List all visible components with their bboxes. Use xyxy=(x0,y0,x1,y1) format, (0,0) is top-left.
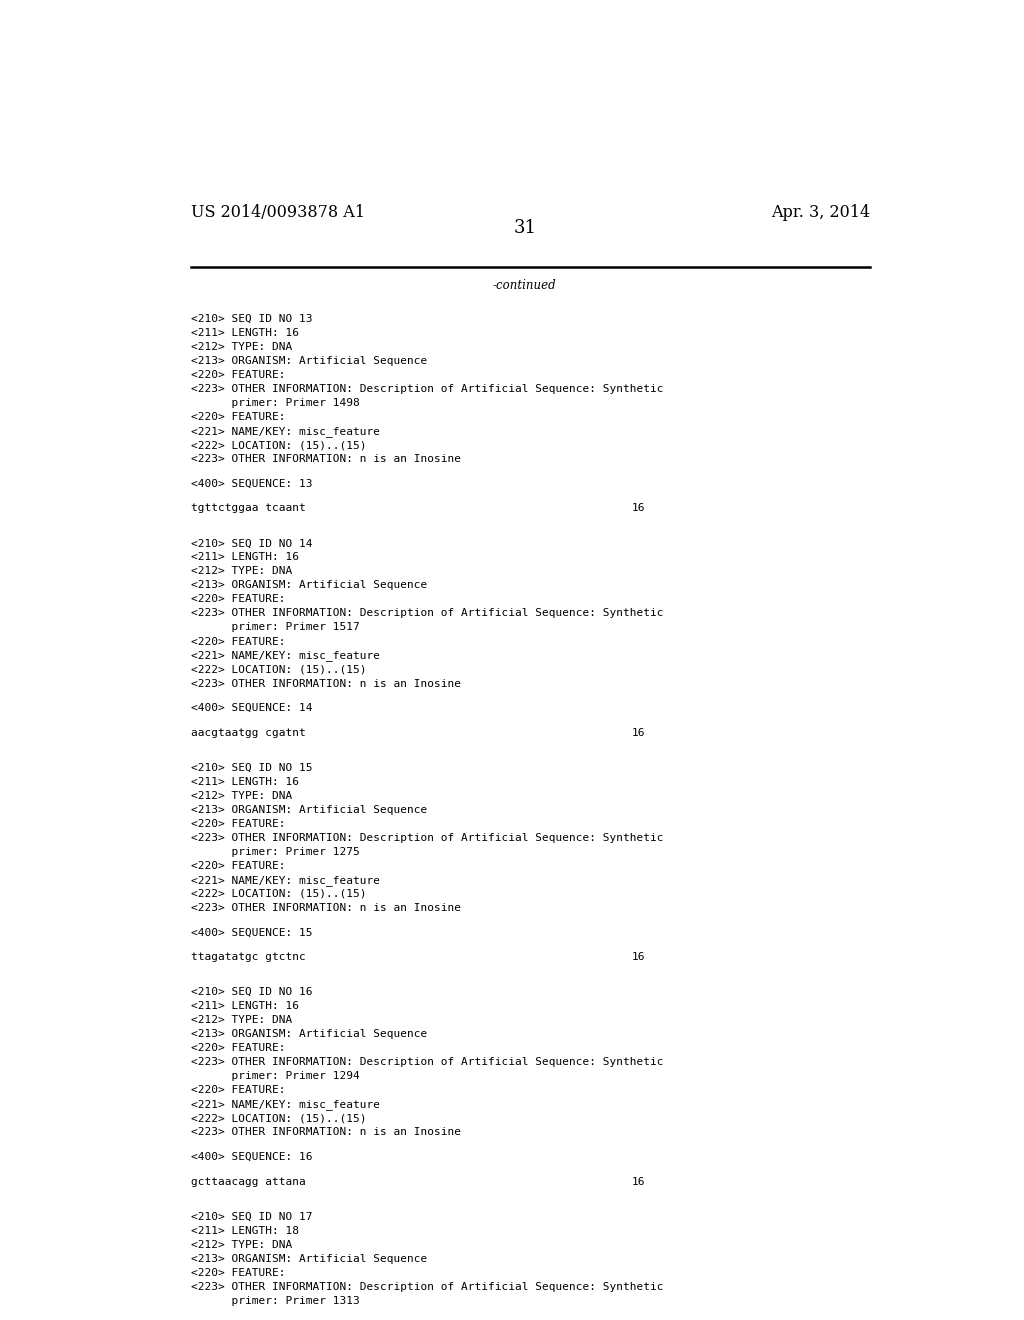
Text: <220> FEATURE:: <220> FEATURE: xyxy=(191,1085,286,1096)
Text: 16: 16 xyxy=(632,727,645,738)
Text: <210> SEQ ID NO 14: <210> SEQ ID NO 14 xyxy=(191,539,313,548)
Text: <223> OTHER INFORMATION: Description of Artificial Sequence: Synthetic: <223> OTHER INFORMATION: Description of … xyxy=(191,1057,664,1068)
Text: <400> SEQUENCE: 15: <400> SEQUENCE: 15 xyxy=(191,928,313,937)
Text: <220> FEATURE:: <220> FEATURE: xyxy=(191,818,286,829)
Text: Apr. 3, 2014: Apr. 3, 2014 xyxy=(771,205,870,222)
Text: <400> SEQUENCE: 14: <400> SEQUENCE: 14 xyxy=(191,704,313,713)
Text: <223> OTHER INFORMATION: Description of Artificial Sequence: Synthetic: <223> OTHER INFORMATION: Description of … xyxy=(191,384,664,395)
Text: <223> OTHER INFORMATION: n is an Inosine: <223> OTHER INFORMATION: n is an Inosine xyxy=(191,678,462,689)
Text: <223> OTHER INFORMATION: Description of Artificial Sequence: Synthetic: <223> OTHER INFORMATION: Description of … xyxy=(191,833,664,843)
Text: primer: Primer 1275: primer: Primer 1275 xyxy=(191,847,360,857)
Text: primer: Primer 1498: primer: Primer 1498 xyxy=(191,399,360,408)
Text: <222> LOCATION: (15)..(15): <222> LOCATION: (15)..(15) xyxy=(191,888,367,899)
Text: <223> OTHER INFORMATION: Description of Artificial Sequence: Synthetic: <223> OTHER INFORMATION: Description of … xyxy=(191,609,664,619)
Text: <220> FEATURE:: <220> FEATURE: xyxy=(191,370,286,380)
Text: <222> LOCATION: (15)..(15): <222> LOCATION: (15)..(15) xyxy=(191,664,367,675)
Text: 16: 16 xyxy=(632,503,645,513)
Text: <220> FEATURE:: <220> FEATURE: xyxy=(191,412,286,422)
Text: <220> FEATURE:: <220> FEATURE: xyxy=(191,594,286,605)
Text: <220> FEATURE:: <220> FEATURE: xyxy=(191,1043,286,1053)
Text: <211> LENGTH: 18: <211> LENGTH: 18 xyxy=(191,1226,299,1236)
Text: <211> LENGTH: 16: <211> LENGTH: 16 xyxy=(191,327,299,338)
Text: 16: 16 xyxy=(632,1176,645,1187)
Text: -continued: -continued xyxy=(493,280,557,292)
Text: <212> TYPE: DNA: <212> TYPE: DNA xyxy=(191,1239,293,1250)
Text: <221> NAME/KEY: misc_feature: <221> NAME/KEY: misc_feature xyxy=(191,426,381,437)
Text: <210> SEQ ID NO 13: <210> SEQ ID NO 13 xyxy=(191,314,313,323)
Text: 16: 16 xyxy=(632,952,645,962)
Text: <212> TYPE: DNA: <212> TYPE: DNA xyxy=(191,566,293,577)
Text: <210> SEQ ID NO 15: <210> SEQ ID NO 15 xyxy=(191,763,313,772)
Text: <222> LOCATION: (15)..(15): <222> LOCATION: (15)..(15) xyxy=(191,1113,367,1123)
Text: <213> ORGANISM: Artificial Sequence: <213> ORGANISM: Artificial Sequence xyxy=(191,1030,428,1039)
Text: <213> ORGANISM: Artificial Sequence: <213> ORGANISM: Artificial Sequence xyxy=(191,805,428,814)
Text: US 2014/0093878 A1: US 2014/0093878 A1 xyxy=(191,205,366,222)
Text: <220> FEATURE:: <220> FEATURE: xyxy=(191,861,286,871)
Text: <223> OTHER INFORMATION: n is an Inosine: <223> OTHER INFORMATION: n is an Inosine xyxy=(191,454,462,465)
Text: <210> SEQ ID NO 16: <210> SEQ ID NO 16 xyxy=(191,987,313,997)
Text: <212> TYPE: DNA: <212> TYPE: DNA xyxy=(191,791,293,801)
Text: <223> OTHER INFORMATION: n is an Inosine: <223> OTHER INFORMATION: n is an Inosine xyxy=(191,903,462,913)
Text: <213> ORGANISM: Artificial Sequence: <213> ORGANISM: Artificial Sequence xyxy=(191,581,428,590)
Text: <223> OTHER INFORMATION: n is an Inosine: <223> OTHER INFORMATION: n is an Inosine xyxy=(191,1127,462,1138)
Text: primer: Primer 1313: primer: Primer 1313 xyxy=(191,1296,360,1305)
Text: <222> LOCATION: (15)..(15): <222> LOCATION: (15)..(15) xyxy=(191,440,367,450)
Text: ttagatatgc gtctnc: ttagatatgc gtctnc xyxy=(191,952,306,962)
Text: primer: Primer 1517: primer: Primer 1517 xyxy=(191,623,360,632)
Text: aacgtaatgg cgatnt: aacgtaatgg cgatnt xyxy=(191,727,306,738)
Text: <221> NAME/KEY: misc_feature: <221> NAME/KEY: misc_feature xyxy=(191,651,381,661)
Text: <210> SEQ ID NO 17: <210> SEQ ID NO 17 xyxy=(191,1212,313,1221)
Text: gcttaacagg attana: gcttaacagg attana xyxy=(191,1176,306,1187)
Text: <221> NAME/KEY: misc_feature: <221> NAME/KEY: misc_feature xyxy=(191,1100,381,1110)
Text: <212> TYPE: DNA: <212> TYPE: DNA xyxy=(191,342,293,352)
Text: <212> TYPE: DNA: <212> TYPE: DNA xyxy=(191,1015,293,1026)
Text: <220> FEATURE:: <220> FEATURE: xyxy=(191,1267,286,1278)
Text: <211> LENGTH: 16: <211> LENGTH: 16 xyxy=(191,552,299,562)
Text: <220> FEATURE:: <220> FEATURE: xyxy=(191,636,286,647)
Text: primer: Primer 1294: primer: Primer 1294 xyxy=(191,1072,360,1081)
Text: 31: 31 xyxy=(513,219,537,238)
Text: <221> NAME/KEY: misc_feature: <221> NAME/KEY: misc_feature xyxy=(191,875,381,886)
Text: <213> ORGANISM: Artificial Sequence: <213> ORGANISM: Artificial Sequence xyxy=(191,1254,428,1263)
Text: tgttctggaa tcaant: tgttctggaa tcaant xyxy=(191,503,306,513)
Text: <211> LENGTH: 16: <211> LENGTH: 16 xyxy=(191,776,299,787)
Text: <213> ORGANISM: Artificial Sequence: <213> ORGANISM: Artificial Sequence xyxy=(191,356,428,366)
Text: <400> SEQUENCE: 13: <400> SEQUENCE: 13 xyxy=(191,479,313,488)
Text: <211> LENGTH: 16: <211> LENGTH: 16 xyxy=(191,1001,299,1011)
Text: <223> OTHER INFORMATION: Description of Artificial Sequence: Synthetic: <223> OTHER INFORMATION: Description of … xyxy=(191,1282,664,1292)
Text: <400> SEQUENCE: 16: <400> SEQUENCE: 16 xyxy=(191,1152,313,1162)
